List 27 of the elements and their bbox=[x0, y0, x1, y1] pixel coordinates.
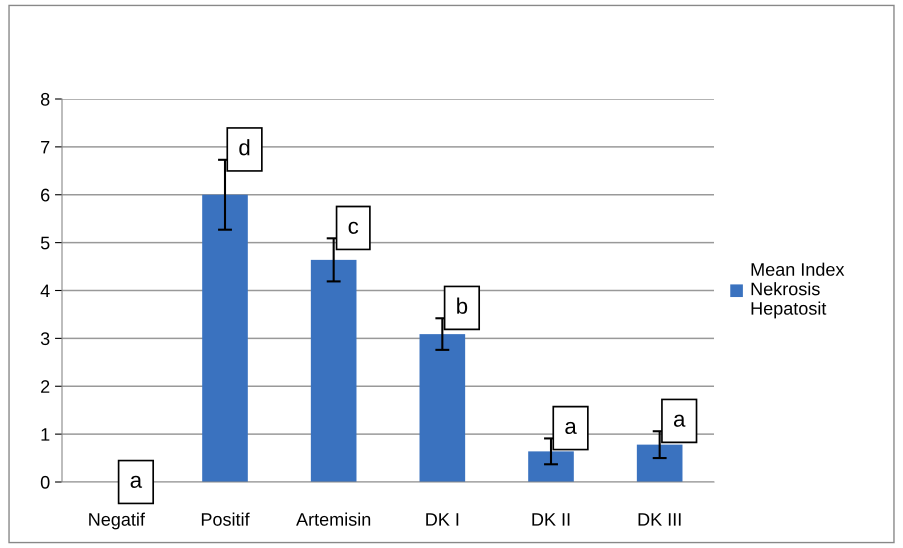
bar bbox=[420, 334, 466, 482]
x-tick-label: DK II bbox=[532, 513, 570, 526]
x-tick-label: Negatif bbox=[89, 512, 145, 530]
y-tick-label: 5 bbox=[40, 236, 50, 250]
y-tick-label: 7 bbox=[41, 140, 50, 154]
x-tick-label: Artemisin bbox=[296, 512, 370, 526]
y-tick-label: 1 bbox=[42, 428, 50, 441]
y-tick-label: 6 bbox=[41, 188, 50, 202]
x-tick-label: DK I bbox=[426, 513, 458, 526]
annotation: d bbox=[239, 139, 250, 156]
annotation: b bbox=[457, 298, 468, 314]
bar bbox=[202, 194, 248, 482]
annotation: c bbox=[348, 222, 358, 234]
annotation: a bbox=[130, 476, 142, 488]
annotation: a bbox=[565, 422, 577, 434]
y-tick-label: 4 bbox=[40, 284, 50, 298]
y-tick-label: 8 bbox=[40, 92, 50, 106]
bar bbox=[636, 444, 682, 482]
x-tick-label: DK III bbox=[638, 513, 681, 526]
bar bbox=[528, 451, 574, 482]
annotation: a bbox=[674, 414, 686, 427]
y-tick-label: 2 bbox=[41, 380, 50, 393]
legend-label: Mean Index Nekrosis Hepatosit bbox=[752, 262, 844, 318]
bar bbox=[310, 260, 356, 482]
y-tick-label: 3 bbox=[40, 332, 50, 346]
y-tick-label: 0 bbox=[40, 476, 50, 489]
x-tick-label: Positif bbox=[202, 512, 250, 526]
